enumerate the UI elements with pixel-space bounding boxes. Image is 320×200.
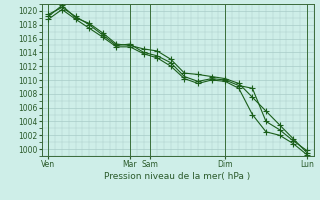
X-axis label: Pression niveau de la mer( hPa ): Pression niveau de la mer( hPa ) xyxy=(104,172,251,181)
